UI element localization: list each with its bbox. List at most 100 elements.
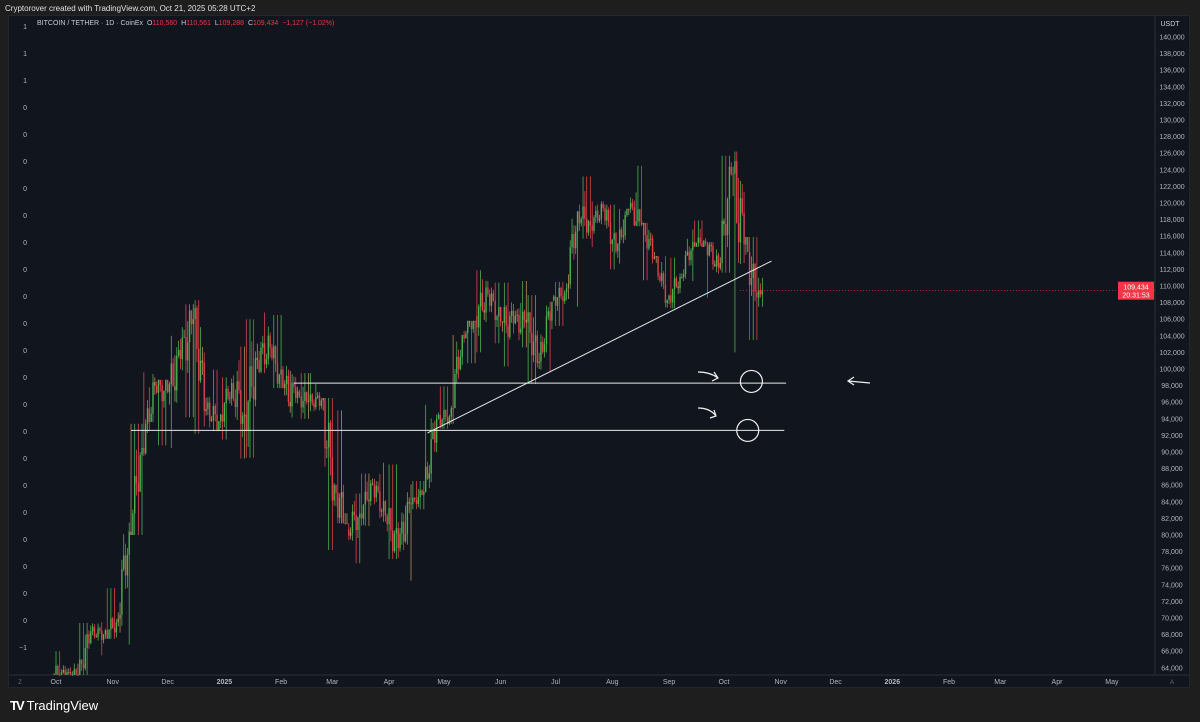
candle-body [686,251,689,256]
candle-body [736,161,738,224]
candle-body [154,382,156,386]
candle-body [364,491,366,505]
price-tick: 124,000 [1159,167,1184,174]
candle-body [238,381,240,391]
tradingview-brand[interactable]: TV TradingView [10,698,98,713]
candle-body [657,256,659,277]
time-tick: Feb [275,679,287,686]
candle-body [181,337,183,360]
candle-body [192,319,194,325]
candle-body [661,273,663,281]
candle-body [593,217,595,231]
low-value: 109,288 [218,20,245,27]
candle-body [209,402,211,421]
candle-body [375,485,377,498]
candle-body [739,198,742,243]
auto-scale-button: A [1170,680,1174,686]
candle-body [176,355,178,391]
candle-body [556,297,559,306]
candle-body [106,630,108,639]
candle-body [201,360,204,363]
open-label: O [146,20,153,27]
candle-body [269,335,271,348]
candle-body [196,307,198,349]
candle-body [306,392,308,402]
candle-body [415,499,418,505]
candle-body [489,294,491,306]
candle-body [468,320,471,323]
candle-body [536,335,538,364]
candle-body [113,627,116,633]
candle-body [591,225,593,231]
candle-body [600,203,603,219]
candle-body [220,414,222,422]
candle-body [403,521,405,542]
candle-body [721,220,723,264]
candle-body [172,363,174,387]
chart-frame[interactable] [8,15,1190,688]
candle-body [701,242,703,247]
candle-body [717,255,720,268]
candle-body [542,341,544,352]
candle-body [276,363,279,384]
candle-body [521,311,524,329]
candle-body [664,284,667,303]
candle-body [69,671,72,675]
candle-body [353,511,355,516]
candle-body [426,466,429,479]
candle-body [637,209,639,222]
candle-body [562,296,564,302]
price-tick: 136,000 [1159,68,1184,75]
candle-body [615,233,617,252]
candle-body [377,485,379,492]
candle-body [73,669,75,675]
candle-body [432,429,434,440]
candle-body [258,359,260,372]
candle-body [650,238,652,240]
candle-body [706,242,709,256]
price-tick: 64,000 [1161,665,1183,672]
time-tick: Nov [107,679,120,686]
candle-body [282,369,284,389]
candle-body [567,284,570,288]
candle-body [467,320,469,334]
candle-body [139,455,141,492]
candle-body [293,382,295,388]
candle-body [104,630,107,635]
candle-body [141,447,143,456]
candle-body [644,222,646,236]
left-axis-tick: 0 [23,348,27,355]
candle-body [110,618,112,630]
candle-body [662,273,665,285]
candle-body [518,314,520,333]
candle-body [752,263,754,279]
left-axis-tick: 0 [23,537,27,544]
candle-body [254,357,257,400]
candle-body [143,447,145,454]
candle-body [338,497,341,518]
left-axis-tick: 0 [23,402,27,409]
candle-body [117,618,119,623]
candle-body [573,234,575,249]
price-tick: 70,000 [1161,616,1183,623]
price-tick: 88,000 [1161,466,1183,473]
candle-body [439,414,441,426]
left-axis-tick: 0 [23,240,27,247]
candle-body [71,675,74,676]
candle-body [58,675,61,676]
candle-body [203,362,205,412]
brand-name: TradingView [26,698,99,713]
candle-body [741,198,743,214]
candle-body [417,496,420,505]
candle-body [456,356,458,374]
circle-annotation [736,418,760,443]
last-price-value: 109,434 [1123,285,1148,292]
candle-body [86,634,88,649]
candle-body [77,675,79,676]
left-axis-tick: 0 [23,429,27,436]
candle-body [62,670,65,673]
candle-body [82,663,85,669]
close-value: 109,434 [253,20,279,27]
candle-body [437,414,440,419]
